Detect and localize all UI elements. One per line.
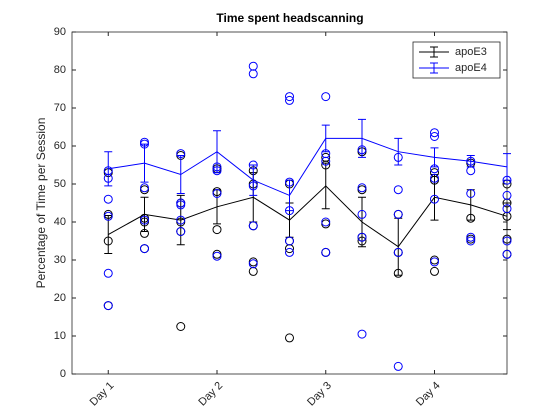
y-tick-label: 0	[60, 368, 66, 380]
data-point	[212, 189, 222, 198]
data-point	[103, 268, 113, 278]
error-bar	[104, 215, 113, 255]
data-point	[430, 173, 439, 183]
data-point	[357, 232, 367, 242]
data-point	[103, 194, 113, 204]
error-bar	[176, 155, 185, 194]
error-bar	[140, 196, 149, 232]
data-point	[466, 232, 476, 242]
data-point	[466, 189, 476, 198]
y-tick-label: 40	[54, 216, 66, 228]
data-point	[357, 329, 367, 339]
mean-line	[108, 185, 508, 248]
y-tick-label: 90	[54, 26, 66, 38]
data-point	[176, 227, 186, 236]
data-point	[248, 221, 258, 231]
data-point	[430, 266, 439, 276]
error-bar	[249, 164, 258, 196]
data-point	[212, 251, 222, 261]
data-point	[502, 249, 512, 259]
data-point	[321, 247, 331, 257]
error-bar	[213, 130, 221, 174]
error-bar	[466, 155, 475, 168]
data-point	[285, 236, 294, 246]
data-point	[393, 185, 403, 195]
chart-title: Time spent headscanning	[216, 11, 363, 25]
data-point	[321, 156, 331, 166]
legend-label: apoE4	[455, 62, 487, 74]
data-point	[140, 244, 149, 254]
data-point	[430, 132, 439, 141]
error-bar	[503, 153, 511, 181]
y-tick-label: 80	[54, 64, 66, 76]
data-point	[248, 69, 258, 79]
data-point	[430, 128, 439, 138]
data-point	[103, 301, 113, 311]
data-point	[466, 236, 476, 246]
y-tick-label: 50	[54, 178, 66, 190]
data-point	[502, 190, 512, 200]
data-point	[357, 209, 367, 219]
data-point	[176, 200, 186, 210]
error-bar	[321, 162, 330, 210]
data-point	[321, 217, 331, 227]
data-point	[285, 333, 294, 343]
data-point	[140, 183, 149, 193]
data-point	[285, 95, 294, 105]
y-tick-label: 70	[54, 102, 66, 114]
data-point	[285, 247, 294, 257]
data-point	[393, 209, 403, 219]
error-bar	[140, 143, 149, 183]
data-point	[248, 259, 258, 269]
y-tick-label: 30	[54, 254, 66, 266]
data-point	[502, 204, 512, 214]
data-point	[176, 215, 186, 225]
error-bar	[285, 179, 294, 212]
error-bar	[394, 137, 403, 166]
data-point	[140, 215, 149, 225]
data-point	[176, 322, 186, 331]
data-point	[103, 211, 113, 221]
data-point	[321, 92, 331, 102]
y-tick-label: 60	[54, 140, 66, 152]
data-point	[430, 257, 439, 267]
y-tick-label: 20	[54, 292, 66, 304]
legend-swatch	[419, 46, 449, 58]
error-bar	[104, 151, 113, 187]
error-bar	[503, 202, 511, 231]
legend-swatch	[419, 62, 449, 74]
data-point	[430, 194, 439, 204]
error-bar	[358, 196, 366, 248]
data-point	[502, 236, 512, 246]
data-point	[393, 247, 403, 257]
error-bar	[321, 124, 330, 153]
y-axis-label: Percentage of Time per Session	[34, 118, 48, 289]
error-bar	[176, 194, 185, 246]
data-point	[357, 183, 367, 193]
data-point	[393, 361, 403, 371]
error-bar	[358, 118, 366, 158]
legend-box	[412, 41, 501, 79]
data-point	[285, 92, 294, 102]
error-bar	[430, 147, 439, 168]
y-tick-label: 10	[54, 330, 66, 342]
legend-label: apoE3	[455, 46, 487, 58]
data-point	[212, 225, 222, 235]
mean-line	[108, 137, 508, 197]
